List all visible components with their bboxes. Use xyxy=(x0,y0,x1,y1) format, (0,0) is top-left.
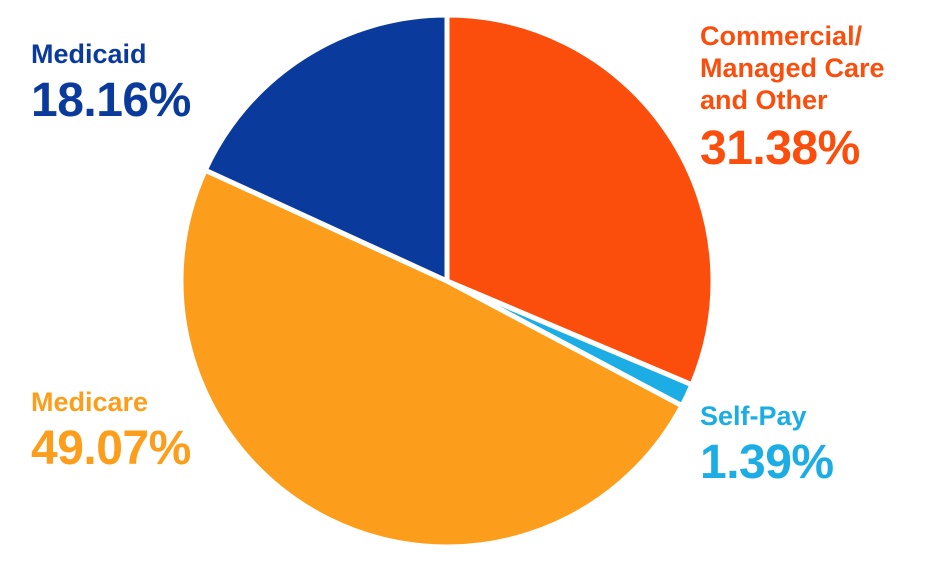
commercial-value: 31.38% xyxy=(700,122,860,175)
commercial-label-line-3: and Other xyxy=(700,85,828,115)
pie-slice-commercial xyxy=(444,12,716,388)
commercial-label-line-2: Managed Care xyxy=(700,53,885,83)
medicaid-label: Medicaid xyxy=(31,39,147,69)
pie-slice-medicaid xyxy=(202,12,450,284)
pie-slice-medicare xyxy=(178,167,685,550)
self-pay-label: Self-Pay xyxy=(700,401,807,431)
medicaid-label-group: Medicaid 18.16% xyxy=(31,38,191,126)
medicare-label-group: Medicare 49.07% xyxy=(31,386,191,474)
commercial-label-group: Commercial/ Managed Care and Other 31.38… xyxy=(700,20,885,174)
self-pay-value: 1.39% xyxy=(700,436,834,489)
medicaid-value: 18.16% xyxy=(31,74,191,127)
medicare-label: Medicare xyxy=(31,387,149,417)
self-pay-label-group: Self-Pay 1.39% xyxy=(700,400,834,488)
medicare-value: 49.07% xyxy=(31,422,191,475)
commercial-label-line-1: Commercial/ xyxy=(700,21,863,51)
